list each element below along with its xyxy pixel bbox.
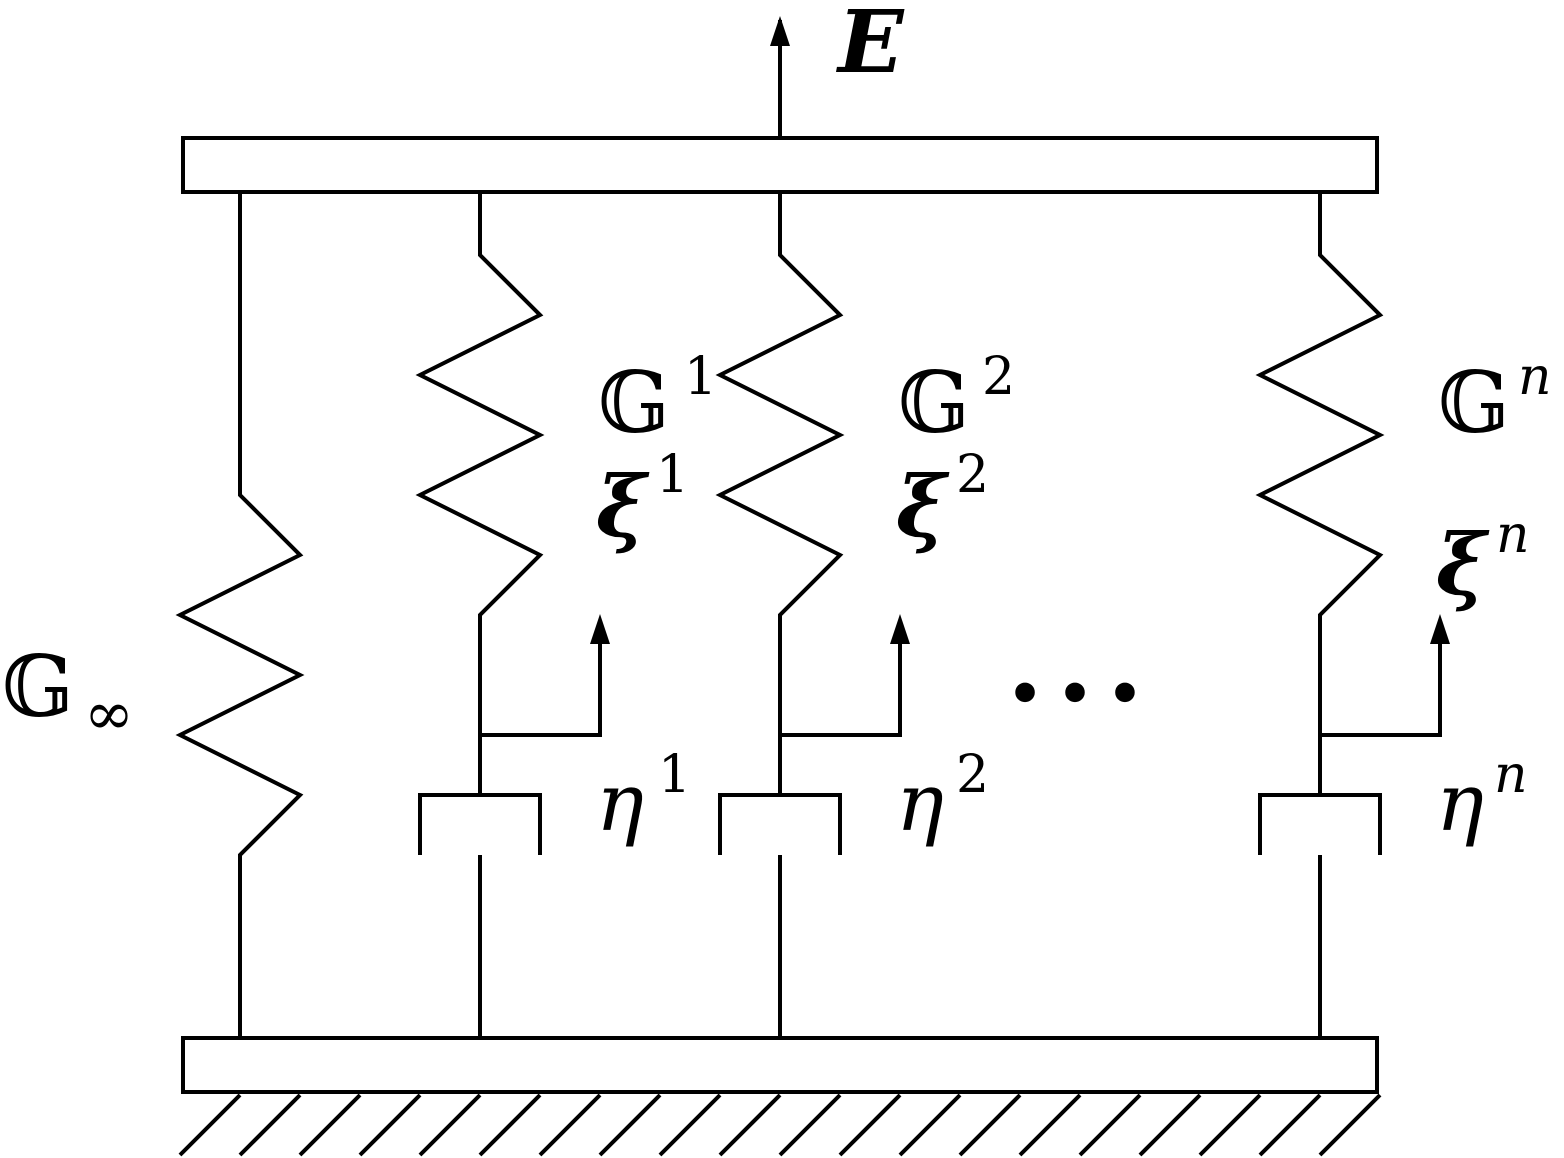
branch-2-arrowhead [890,614,910,644]
equilibrium-spring [175,192,305,1038]
equilibrium-spring-label: 𝔾 [2,638,74,736]
branch-1-spring [415,192,545,795]
top-plate [181,136,1379,194]
branch-n-viscosity-label: η [1436,756,1484,849]
ground-hatch-line [1258,1093,1322,1157]
strain-arrowhead [770,16,790,46]
branch-2-viscosity-label: η [896,756,944,849]
strain-label: E [835,0,905,93]
branch-1-stiffness-label: 𝔾 [598,354,670,452]
branch-2-viscosity-sup: 2 [956,745,989,805]
ground-hatch-line [1138,1093,1202,1157]
branch-n-dashpot-cup [1258,793,1382,855]
branch-1-internal-variable-sup: 1 [656,445,689,505]
branch-n-viscosity-sup: n [1494,745,1528,805]
ground-hatch-line [778,1093,842,1157]
branch-1-internal-variable-label: ξ [596,457,650,556]
branch-1-stiffness-sup: 1 [684,347,717,407]
branch-n-internal-variable-arrow [1320,640,1442,737]
ground-hatch-line [718,1093,782,1157]
branch-2-internal-variable-sup: 2 [956,445,989,505]
ground-hatch-line [958,1093,1022,1157]
ellipsis: … [1000,562,1150,736]
branch-1-arrowhead [590,614,610,644]
ground-hatch-line [238,1093,302,1157]
ground-hatch-line [1318,1093,1382,1157]
maxwell-branch-n: 𝔾 n ξ n η n [1255,192,1552,1038]
branch-n-arrowhead [1430,614,1450,644]
ground-hatch-line [358,1093,422,1157]
branch-2-stiffness-label: 𝔾 [898,354,970,452]
ground-hatch-line [478,1093,542,1157]
maxwell-branch-1: 𝔾 1 ξ 1 η 1 [415,192,717,1038]
ground-hatch-line [898,1093,962,1157]
ground-hatch-line [538,1093,602,1157]
ground-hatch-line [598,1093,662,1157]
ground-hatch-line [1078,1093,1142,1157]
branch-1-internal-variable-arrow [480,640,602,737]
branch-1-dashpot-cup [418,793,542,855]
branch-n-stiffness-label: 𝔾 [1438,354,1510,452]
ground-hatching [178,1093,1382,1157]
ground-hatch-line [418,1093,482,1157]
branch-n-spring [1255,192,1385,795]
branch-n-internal-variable-sup: n [1496,505,1530,565]
ground-hatch-line [1198,1093,1262,1157]
branch-1-viscosity-sup: 1 [658,745,691,805]
branch-2-internal-variable-arrow [780,640,902,737]
equilibrium-spring-subscript: ∞ [84,679,134,749]
branch-2-stiffness-sup: 2 [982,347,1015,407]
branch-n-stiffness-sup: n [1518,347,1552,407]
branch-2-dashpot-cup [718,793,842,855]
branch-2-spring [715,192,845,795]
branch-1-viscosity-label: η [596,756,644,849]
branch-n-internal-variable-label: ξ [1436,515,1490,614]
ground-hatch-line [838,1093,902,1157]
ground-hatch-line [178,1093,242,1157]
ground-hatch-line [658,1093,722,1157]
ground-hatch-line [298,1093,362,1157]
branch-2-internal-variable-label: ξ [896,457,950,556]
bottom-plate [181,1036,1379,1094]
maxwell-branch-2: 𝔾 2 ξ 2 η 2 [715,192,1015,1038]
ground-hatch-line [1018,1093,1082,1157]
